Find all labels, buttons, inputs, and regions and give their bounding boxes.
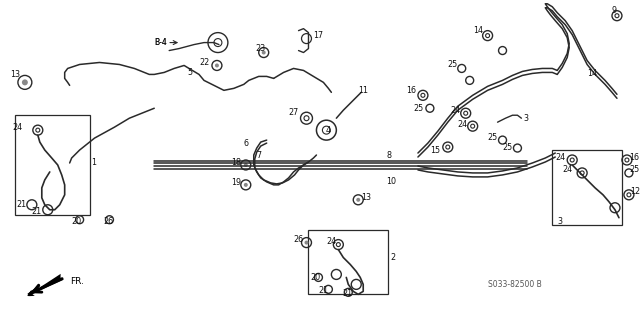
- Text: 3: 3: [557, 217, 563, 226]
- Text: 25: 25: [448, 60, 458, 69]
- Text: S033-82500 B: S033-82500 B: [488, 280, 541, 289]
- Text: 24: 24: [451, 106, 461, 115]
- Text: 20: 20: [310, 273, 321, 282]
- Text: 27: 27: [289, 108, 299, 117]
- Text: 2: 2: [390, 253, 396, 262]
- Text: 24: 24: [458, 120, 468, 129]
- Text: 7: 7: [257, 151, 262, 160]
- Text: 24: 24: [556, 152, 565, 161]
- Circle shape: [262, 50, 266, 55]
- Text: 5: 5: [187, 68, 192, 77]
- Text: 22: 22: [199, 58, 209, 67]
- Bar: [308, 230, 388, 294]
- Text: B-4: B-4: [154, 38, 167, 47]
- Circle shape: [244, 183, 248, 187]
- Text: 3: 3: [524, 114, 529, 123]
- Text: 13: 13: [10, 70, 20, 79]
- Circle shape: [356, 198, 360, 202]
- Text: 21: 21: [319, 286, 328, 295]
- Text: 25: 25: [488, 133, 498, 142]
- Text: 14: 14: [587, 69, 597, 78]
- Text: 24: 24: [562, 166, 572, 174]
- Text: 20: 20: [72, 217, 82, 226]
- Text: 6: 6: [244, 138, 249, 148]
- Circle shape: [22, 79, 28, 85]
- Text: 4: 4: [326, 126, 331, 135]
- Text: 25: 25: [629, 166, 639, 174]
- Text: 26: 26: [104, 217, 114, 226]
- Text: 8: 8: [386, 151, 391, 160]
- Text: 25: 25: [413, 104, 423, 113]
- Text: 21: 21: [16, 200, 26, 209]
- Text: 9: 9: [612, 6, 617, 15]
- Text: 24: 24: [12, 123, 22, 132]
- Text: 26: 26: [294, 235, 303, 244]
- Text: 25: 25: [502, 143, 513, 152]
- Text: 16: 16: [406, 86, 416, 95]
- Bar: [552, 150, 622, 225]
- Text: 10: 10: [386, 177, 396, 186]
- Circle shape: [215, 63, 219, 67]
- Text: 17: 17: [314, 31, 324, 40]
- Bar: [15, 115, 90, 215]
- Text: 19: 19: [231, 178, 241, 187]
- Text: FR.: FR.: [70, 277, 84, 286]
- Text: 21: 21: [32, 207, 42, 216]
- Text: 23: 23: [256, 44, 266, 53]
- Text: 13: 13: [361, 193, 371, 202]
- Text: 12: 12: [630, 187, 640, 196]
- Text: 21: 21: [342, 289, 353, 298]
- Text: 11: 11: [358, 86, 368, 95]
- Text: B-4: B-4: [154, 38, 167, 47]
- Text: 15: 15: [430, 145, 440, 154]
- Circle shape: [305, 241, 308, 245]
- Polygon shape: [28, 286, 40, 294]
- Text: 14: 14: [473, 26, 483, 35]
- Text: 1: 1: [92, 159, 97, 167]
- Text: 18: 18: [231, 159, 241, 167]
- Text: 24: 24: [326, 237, 337, 246]
- Text: 16: 16: [629, 152, 639, 161]
- Circle shape: [244, 163, 248, 167]
